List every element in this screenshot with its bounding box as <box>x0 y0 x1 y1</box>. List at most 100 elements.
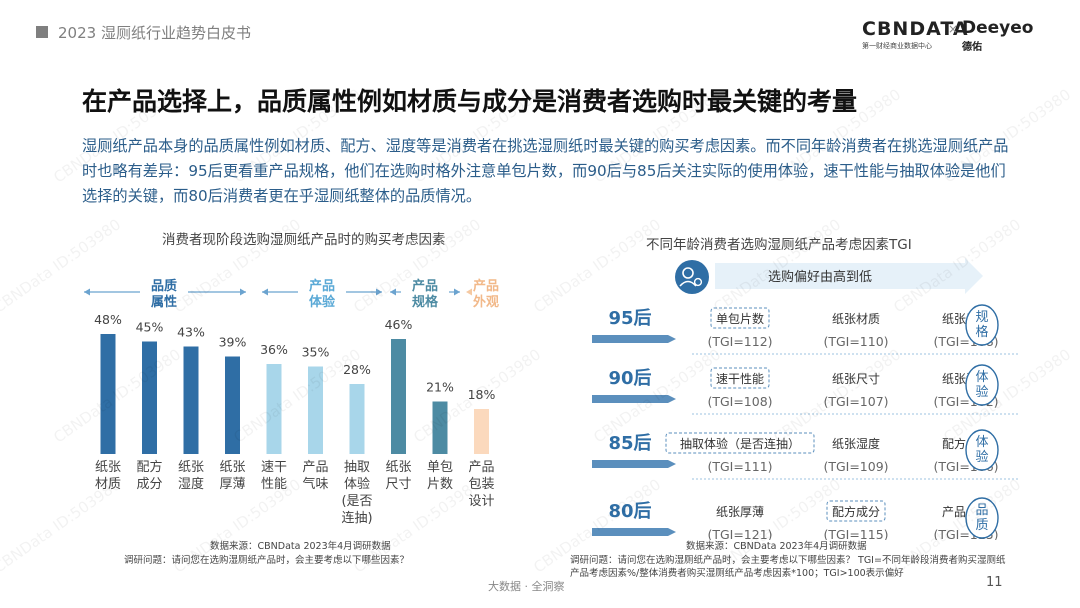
group-label: 产品 <box>473 278 499 294</box>
factor-name: 抽取体验（是否连抽） <box>680 436 800 451</box>
cbndata-logo: CBNDATA <box>862 18 969 40</box>
factor-name: 纸张材质 <box>832 312 880 326</box>
bar-chart-source: 数据来源：CBNData 2023年4月调研数据 <box>210 541 391 552</box>
bar <box>432 401 448 454</box>
factor-tag-label: 验 <box>975 384 988 400</box>
page-headline: 在产品选择上，品质属性例如材质与成分是消费者选购时最关键的考量 <box>82 87 858 116</box>
group-arrow-head-left <box>84 288 90 296</box>
bar-value-label: 36% <box>260 342 288 357</box>
tgi-value: (TGI=111) <box>707 459 772 474</box>
age-group-label: 90后 <box>608 368 651 389</box>
factor-name: 单包片数 <box>716 311 764 326</box>
bar-value-label: 18% <box>468 387 496 402</box>
group-arrow-head-left <box>390 288 396 296</box>
category-label: 速干 <box>261 460 287 475</box>
category-label: 尺寸 <box>385 477 411 492</box>
age-group-label: 95后 <box>608 308 651 329</box>
group-arrow-head-left <box>262 288 268 296</box>
tgi-value: (TGI=107) <box>823 394 888 409</box>
bar <box>183 346 199 454</box>
user-search-icon-head <box>682 267 694 279</box>
group-arrow-head-right <box>454 288 460 296</box>
factor-tag-label: 规 <box>975 310 988 325</box>
group-label: 属性 <box>151 294 177 310</box>
bar <box>100 334 116 454</box>
factor-tag-circle <box>965 304 999 346</box>
user-search-icon-body <box>679 280 697 287</box>
tgi-value: (TGI=109) <box>823 459 888 474</box>
category-label: 连抽) <box>341 510 372 526</box>
preference-arrow-head <box>965 258 983 294</box>
bar <box>225 356 240 454</box>
bar-value-label: 43% <box>177 325 205 340</box>
category-label: 纸张 <box>95 460 121 475</box>
category-label: 湿度 <box>178 476 204 492</box>
logo-cross: × <box>948 22 959 36</box>
cbndata-logo-subtitle: 第一财经商业数据中心 <box>862 42 932 50</box>
tgi-table-title: 不同年龄消费者选购湿厕纸产品考虑因素TGI <box>646 237 912 253</box>
category-label: 纸张 <box>178 460 204 475</box>
bar-chart-title: 消费者现阶段选购湿厕纸产品时的购买考虑因素 <box>162 232 446 248</box>
user-search-icon-lens <box>693 277 703 287</box>
age-group-bar <box>592 460 676 468</box>
category-label: (是否 <box>341 494 372 509</box>
group-label: 产品 <box>412 278 438 294</box>
age-group-bar <box>592 528 676 536</box>
bar-value-label: 35% <box>302 345 330 360</box>
category-label: 包装 <box>468 477 494 492</box>
age-group-bar <box>592 335 676 343</box>
group-label: 外观 <box>472 294 499 310</box>
factor-name: 纸张厚薄 <box>716 504 764 519</box>
factor-bar-chart: 品质属性产品体验产品规格产品外观48%纸张材质45%配方成分43%纸张湿度39%… <box>84 278 499 526</box>
factor-tag-label: 格 <box>975 324 988 340</box>
category-label: 产品 <box>468 460 494 475</box>
category-label: 单包 <box>427 460 453 475</box>
tgi-table-question: 调研问题：请问您在选购湿厕纸产品时，会主要考虑以下哪些因素？ TGI=不同年龄段… <box>570 555 1006 579</box>
group-label: 产品 <box>309 278 335 294</box>
page-footer: 大数据 · 全洞察 <box>488 580 565 593</box>
doc-title: 2023 湿厕纸行业趋势白皮书 <box>58 24 251 42</box>
highlight-frame <box>826 500 886 522</box>
bar <box>474 409 489 454</box>
group-label: 品质 <box>151 278 177 294</box>
category-label: 成分 <box>136 477 162 492</box>
group-arrow-head-right <box>240 288 246 296</box>
age-group-label: 85后 <box>608 433 651 454</box>
bar <box>266 364 282 454</box>
highlight-frame <box>710 307 770 329</box>
intro-paragraph: 湿厕纸产品本身的品质属性例如材质、配方、湿度等是消费者在挑选湿厕纸时最关键的购买… <box>82 137 1009 205</box>
category-label: 材质 <box>95 477 121 492</box>
factor-tag-label: 品 <box>975 503 988 518</box>
category-label: 产品 <box>302 460 328 475</box>
category-label: 纸张 <box>219 460 245 475</box>
doc-title-marker <box>36 26 48 38</box>
factor-tag-label: 质 <box>975 518 988 533</box>
group-label: 规格 <box>412 294 439 310</box>
deeyeo-logo-subtitle: 德佑 <box>962 42 982 53</box>
bar-value-label: 21% <box>426 380 454 395</box>
factor-tag-label: 体 <box>975 370 988 385</box>
factor-tag-circle <box>965 364 999 406</box>
factor-tag-label: 体 <box>975 435 988 450</box>
factor-tag-circle <box>965 497 999 539</box>
factor-name: 速干性能 <box>716 372 764 386</box>
tgi-value: (TGI=108) <box>707 394 772 409</box>
group-arrow-head-right <box>376 288 382 296</box>
group-label: 体验 <box>309 294 336 310</box>
highlight-frame <box>710 367 770 389</box>
category-label: 抽取 <box>344 460 370 475</box>
group-arrow-head-left <box>466 288 472 296</box>
category-label: 厚薄 <box>219 477 245 492</box>
category-label: 体验 <box>344 476 370 492</box>
factor-name: 配方成分 <box>832 504 880 519</box>
tgi-value: (TGI=115) <box>823 527 888 540</box>
category-label: 片数 <box>427 477 453 492</box>
tgi-value: (TGI=110) <box>823 334 888 349</box>
age-group-label: 80后 <box>608 501 651 522</box>
category-label: 气味 <box>302 476 328 492</box>
bar-value-label: 48% <box>94 312 122 327</box>
category-label: 配方 <box>136 459 162 475</box>
factor-name: 纸张湿度 <box>832 436 880 451</box>
bar-value-label: 28% <box>343 362 371 377</box>
factor-name: 纸张尺寸 <box>832 372 880 386</box>
